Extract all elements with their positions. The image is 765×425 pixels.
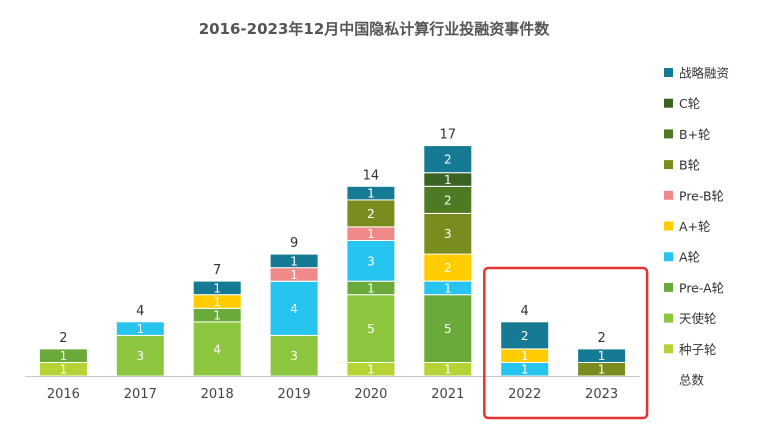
bar-label-2023-s6: 1 [598,363,606,377]
bar-label-2020-s5: 1 [367,227,375,241]
bar-segment-2020-s6 [346,199,396,228]
bar-label-2020-s9: 1 [367,187,375,201]
legend-label-7: B+轮 [679,127,711,142]
x-tick-label-2022: 2022 [508,387,541,402]
bar-segment-2020-s3 [346,240,396,282]
highlight-box [483,266,649,420]
legend-label-2: Pre-A轮 [679,280,724,295]
bar-label-2019-s9: 1 [290,254,298,268]
bar-segment-2021-s6 [423,212,473,255]
legend-swatch-7 [664,129,673,139]
legend-label-1: 天使轮 [679,311,717,326]
total-label-2017: 4 [136,304,144,319]
bar-label-2021-s0: 1 [444,363,452,377]
x-tick-label-2018: 2018 [201,387,234,402]
bar-label-2018-s4: 1 [213,295,221,309]
bar-segment-2023-s9 [577,348,627,363]
x-tick-label-2021: 2021 [431,387,464,402]
bar-segment-2021-s7 [423,185,473,214]
bar-label-2021-s6: 3 [444,227,452,241]
legend-swatch-8 [664,98,673,108]
legend-label-8: C轮 [679,96,700,111]
legend-label-totals: 总数 [679,373,705,388]
x-tick-label-2023: 2023 [585,387,618,402]
bar-segment-2017-s3 [115,321,165,336]
bar-segment-2022-s9 [500,321,550,350]
bar-label-2019-s3: 4 [290,302,298,316]
legend-label-4: A+轮 [679,219,711,234]
bar-label-2022-s9: 2 [521,329,529,343]
bar-label-2022-s3: 1 [521,363,529,377]
total-label-2020: 14 [363,168,380,183]
bar-label-2021-s3: 1 [444,281,452,295]
legend-swatch-2 [664,282,673,292]
bar-label-2021-s2: 5 [444,322,452,336]
bar-label-2018-s9: 1 [213,281,221,295]
legend-swatch-9 [664,68,673,77]
bar-segment-2020-s9 [346,185,396,201]
bar-segment-2016-s2 [38,348,88,363]
legend-label-6: B轮 [679,158,700,173]
bar-label-2016-s0: 1 [60,363,68,377]
bar-segment-2020-s1 [346,294,396,364]
bar-label-2016-s2: 1 [60,349,68,363]
bar-label-2017-s1: 3 [136,349,144,363]
bar-label-2021-s9: 2 [444,153,452,167]
x-tick-label-2020: 2020 [354,387,387,402]
bar-label-2021-s8: 1 [444,173,452,187]
bar-segment-2021-s9 [423,145,473,174]
legend-swatch-4 [664,221,673,231]
bar-segment-2018-s9 [192,280,242,296]
bar-label-2021-s7: 2 [444,193,452,207]
bar-label-2020-s6: 2 [367,207,375,221]
legend-label-0: 种子轮 [679,342,717,357]
total-label-2016: 2 [59,331,67,346]
total-label-2018: 7 [213,263,221,278]
bar-label-2022-s4: 1 [521,349,529,363]
bar-label-2020-s2: 1 [367,281,375,295]
bar-label-2020-s1: 5 [367,322,375,336]
chart-title: 2016-2023年12月中国隐私计算行业投融资事件数 [199,20,551,38]
bar-label-2020-s0: 1 [367,363,375,377]
legend-label-3: A轮 [679,250,700,265]
total-label-2021: 17 [440,128,457,143]
total-label-2023: 2 [597,331,605,346]
bar-label-2018-s1: 4 [213,342,221,356]
bar-label-2018-s2: 1 [213,309,221,323]
legend-label-9: 战略融资 [679,66,729,81]
bar-label-2020-s3: 3 [367,254,375,268]
bar-segment-2021-s4 [423,253,473,282]
total-label-2019: 9 [290,236,298,251]
legend-swatch-1 [664,313,673,323]
x-tick-label-2017: 2017 [124,387,157,402]
x-tick-label-2019: 2019 [278,387,311,402]
bar-label-2019-s5: 1 [290,268,298,282]
bar-segment-2021-s2 [423,294,473,364]
legend-swatch-3 [664,252,673,262]
bar-segment-2019-s3 [269,280,319,336]
x-tick-label-2016: 2016 [47,387,80,402]
plot-area: 1122016314201741117201834119201915131211… [25,128,649,420]
legend-swatch-5 [664,190,673,200]
legend-swatch-6 [664,160,673,170]
legend-label-5: Pre-B轮 [679,188,724,203]
bar-label-2019-s1: 3 [290,349,298,363]
total-label-2022: 4 [521,304,529,319]
bar-label-2023-s9: 1 [598,349,606,363]
legend-swatch-0 [664,344,673,354]
bar-segment-2019-s9 [269,253,319,269]
bar-label-2017-s3: 1 [136,322,144,336]
bar-label-2021-s4: 2 [444,261,452,275]
